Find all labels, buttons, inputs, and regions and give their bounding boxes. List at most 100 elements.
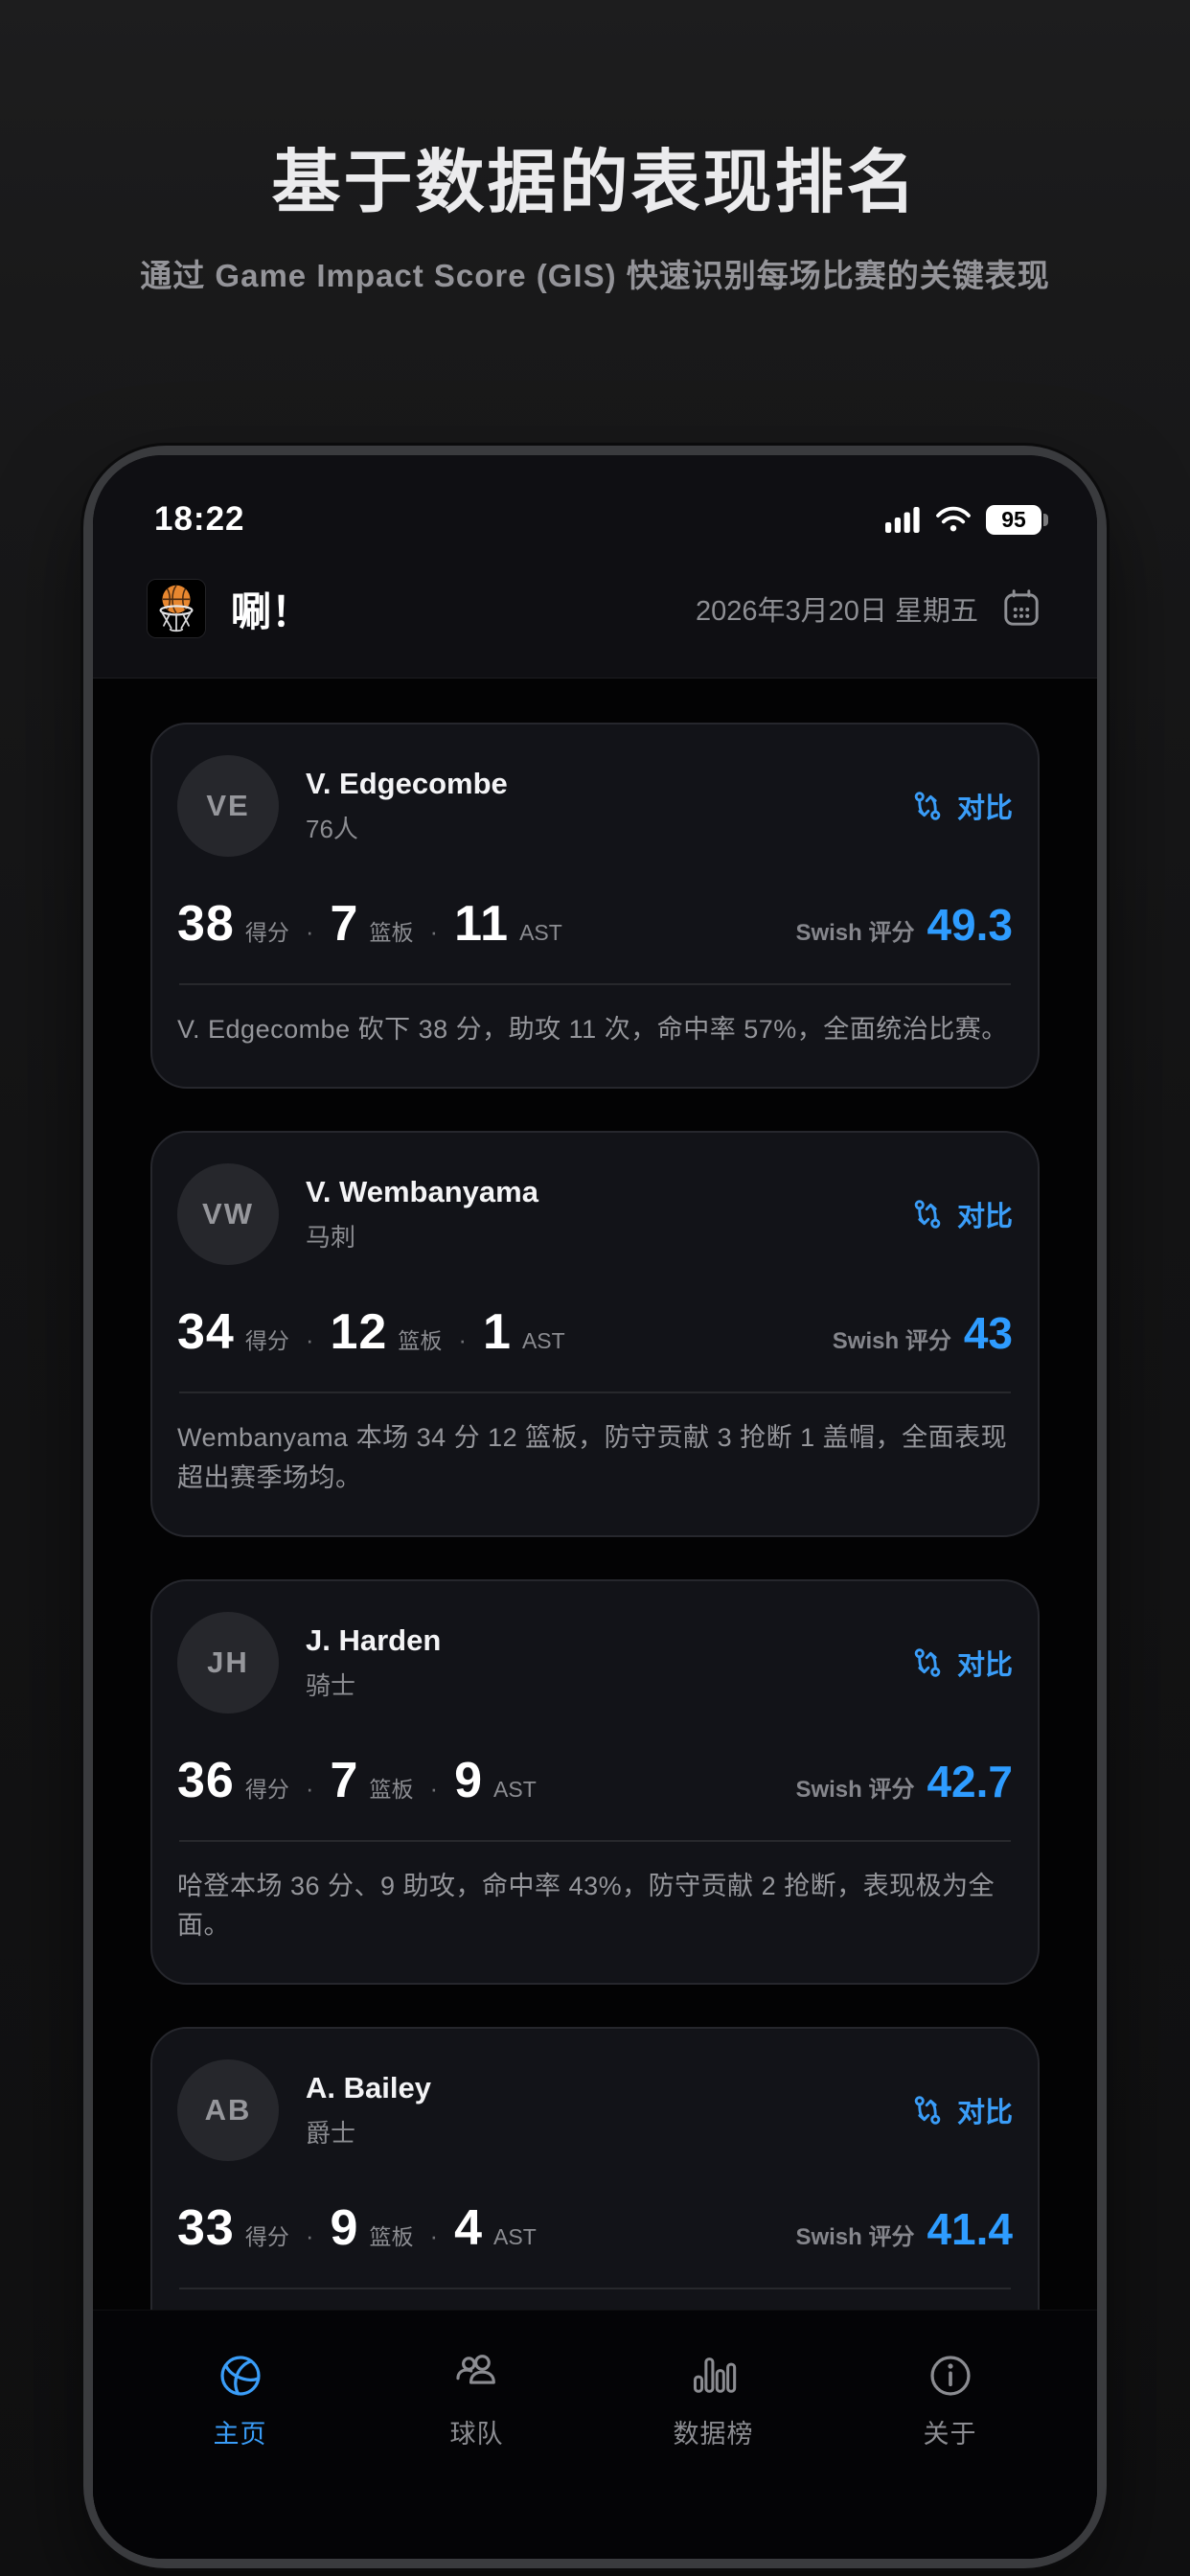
signal-icon: [885, 506, 921, 533]
compare-label: 对比: [956, 2098, 1013, 2129]
info-icon: [926, 2351, 975, 2401]
tab-about[interactable]: 关于: [832, 2351, 1068, 2559]
stat-value: 38: [177, 896, 235, 952]
tab-home[interactable]: 主页: [122, 2351, 358, 2559]
battery-indicator: 95: [986, 504, 1048, 535]
calendar-icon[interactable]: [999, 586, 1043, 631]
player-name: A. Bailey: [306, 2071, 431, 2105]
page-subtitle: 通过 Game Impact Score (GIS) 快速识别每场比赛的关键表现: [140, 258, 1050, 294]
score-label: Swish 评分: [795, 920, 915, 946]
swish-score: Swish 评分 41.4: [795, 2203, 1013, 2255]
player-summary: Wembanyama 本场 34 分 12 篮板，防守贡献 3 抢断 1 盖帽，…: [177, 1422, 1008, 1492]
status-bar: 18:22 95: [93, 455, 1097, 555]
score-value: 49.3: [927, 900, 1013, 950]
avatar-initials: AB: [204, 2093, 252, 2128]
player-summary: V. Edgecombe 砍下 38 分，助攻 11 次，命中率 57%，全面统…: [177, 1015, 1008, 1044]
stat-value: 9: [454, 1752, 484, 1808]
stat-value: 7: [330, 896, 359, 952]
stat-label: AST: [521, 1327, 565, 1353]
compare-icon: [910, 1645, 945, 1680]
compare-button[interactable]: 对比: [910, 1643, 1013, 1683]
player-name: V. Wembanyama: [306, 1174, 538, 1208]
stats-row: 33 得分 · 9 篮板 · 4 AST Swish 评分 41.4: [177, 2199, 1013, 2257]
stat-value: 11: [454, 896, 510, 952]
stats-row: 38 得分 · 7 篮板 · 11 AST Swish 评分 49.3: [177, 895, 1013, 953]
stat-value: 34: [177, 1303, 235, 1360]
tab-bar: 主页 球队 数据榜 关于: [93, 2310, 1097, 2559]
player-card[interactable]: JH J. Harden 骑士 对比 36 得分 · 7 篮板: [150, 1578, 1040, 1986]
people-icon: [452, 2351, 502, 2401]
stat-label: 篮板: [369, 920, 414, 945]
stat-value: 12: [330, 1303, 388, 1360]
date-label: 2026年3月20日 星期五: [696, 596, 978, 627]
divider: [179, 2288, 1011, 2290]
swish-score: Swish 评分 42.7: [795, 1756, 1013, 1807]
player-name: J. Harden: [306, 1622, 442, 1657]
tab-teams[interactable]: 球队: [358, 2351, 595, 2559]
compare-label: 对比: [956, 1201, 1013, 1232]
hero-section: 基于数据的表现排名 通过 Game Impact Score (GIS) 快速识…: [0, 0, 1190, 296]
score-label: Swish 评分: [832, 1327, 951, 1354]
stat-value: 33: [177, 2200, 235, 2257]
divider: [179, 1839, 1011, 1842]
player-team: 骑士: [306, 1670, 356, 1700]
player-name: V. Edgecombe: [306, 767, 508, 800]
tab-label: 数据榜: [673, 2420, 754, 2449]
stats-row: 34 得分 · 12 篮板 · 1 AST Swish 评分 43: [177, 1303, 1013, 1361]
player-summary: 哈登本场 36 分、9 助攻，命中率 43%，防守贡献 2 抢断，表现极为全面。: [177, 1871, 995, 1941]
stat-label: 得分: [244, 2224, 289, 2250]
compare-icon: [910, 2093, 945, 2128]
compare-label: 对比: [956, 794, 1013, 824]
tab-leaderboard[interactable]: 数据榜: [595, 2351, 832, 2559]
stat-label: 篮板: [369, 2224, 414, 2250]
compare-button[interactable]: 对比: [910, 786, 1013, 826]
swish-score: Swish 评分 43: [833, 1307, 1013, 1359]
player-card[interactable]: VW V. Wembanyama 马刺 对比 34 得分 · 12 篮: [150, 1130, 1040, 1537]
stat-separator: ·: [305, 1773, 314, 1803]
stat-separator: ·: [458, 1324, 468, 1354]
stat-label: 篮板: [398, 1327, 443, 1353]
swish-score: Swish 评分 49.3: [795, 899, 1013, 951]
app-header: 唰！ 2026年3月20日 星期五: [93, 555, 1097, 678]
tab-label: 关于: [923, 2420, 977, 2449]
player-team: 76人: [306, 815, 358, 843]
stat-separator: ·: [429, 917, 439, 946]
tab-label: 球队: [449, 2420, 504, 2449]
wifi-icon: [935, 506, 972, 533]
status-time: 18:22: [154, 500, 245, 538]
stat-separator: ·: [429, 2221, 439, 2251]
stat-value: 7: [330, 1752, 359, 1808]
avatar: VE: [177, 755, 279, 857]
stat-separator: ·: [305, 2221, 314, 2251]
compare-icon: [910, 1197, 945, 1231]
page-title: 基于数据的表现排名: [271, 145, 919, 221]
avatar-initials: JH: [207, 1644, 249, 1679]
compare-button[interactable]: 对比: [910, 1194, 1013, 1234]
stat-value: 36: [177, 1752, 235, 1808]
player-card-list: VE V. Edgecombe 76人 对比 38 得分 · 7 篮板: [93, 678, 1097, 2559]
player-card[interactable]: VE V. Edgecombe 76人 对比 38 得分 · 7 篮板: [150, 723, 1040, 1089]
compare-button[interactable]: 对比: [910, 2090, 1013, 2130]
stat-label: AST: [493, 1776, 537, 1802]
stat-value: 4: [454, 2200, 484, 2257]
compare-icon: [910, 789, 945, 823]
stat-label: 得分: [244, 920, 289, 945]
status-icons: 95: [885, 504, 1048, 535]
stat-label: AST: [493, 2224, 537, 2250]
score-label: Swish 评分: [795, 2224, 915, 2251]
player-team: 马刺: [306, 1222, 356, 1252]
avatar-initials: VE: [206, 789, 250, 822]
player-team: 爵士: [306, 2119, 356, 2149]
stat-label: AST: [519, 920, 562, 945]
phone-screen: 18:22 95: [93, 455, 1097, 2559]
compare-label: 对比: [956, 1649, 1013, 1681]
stat-value: 1: [483, 1303, 512, 1360]
stat-value: 9: [330, 2200, 359, 2257]
score-value: 42.7: [927, 1756, 1013, 1806]
bar-chart-icon: [689, 2351, 739, 2401]
score-label: Swish 评分: [795, 1776, 915, 1803]
stat-separator: ·: [305, 1324, 314, 1354]
stat-label: 得分: [244, 1327, 289, 1353]
basketball-icon: [216, 2351, 265, 2401]
